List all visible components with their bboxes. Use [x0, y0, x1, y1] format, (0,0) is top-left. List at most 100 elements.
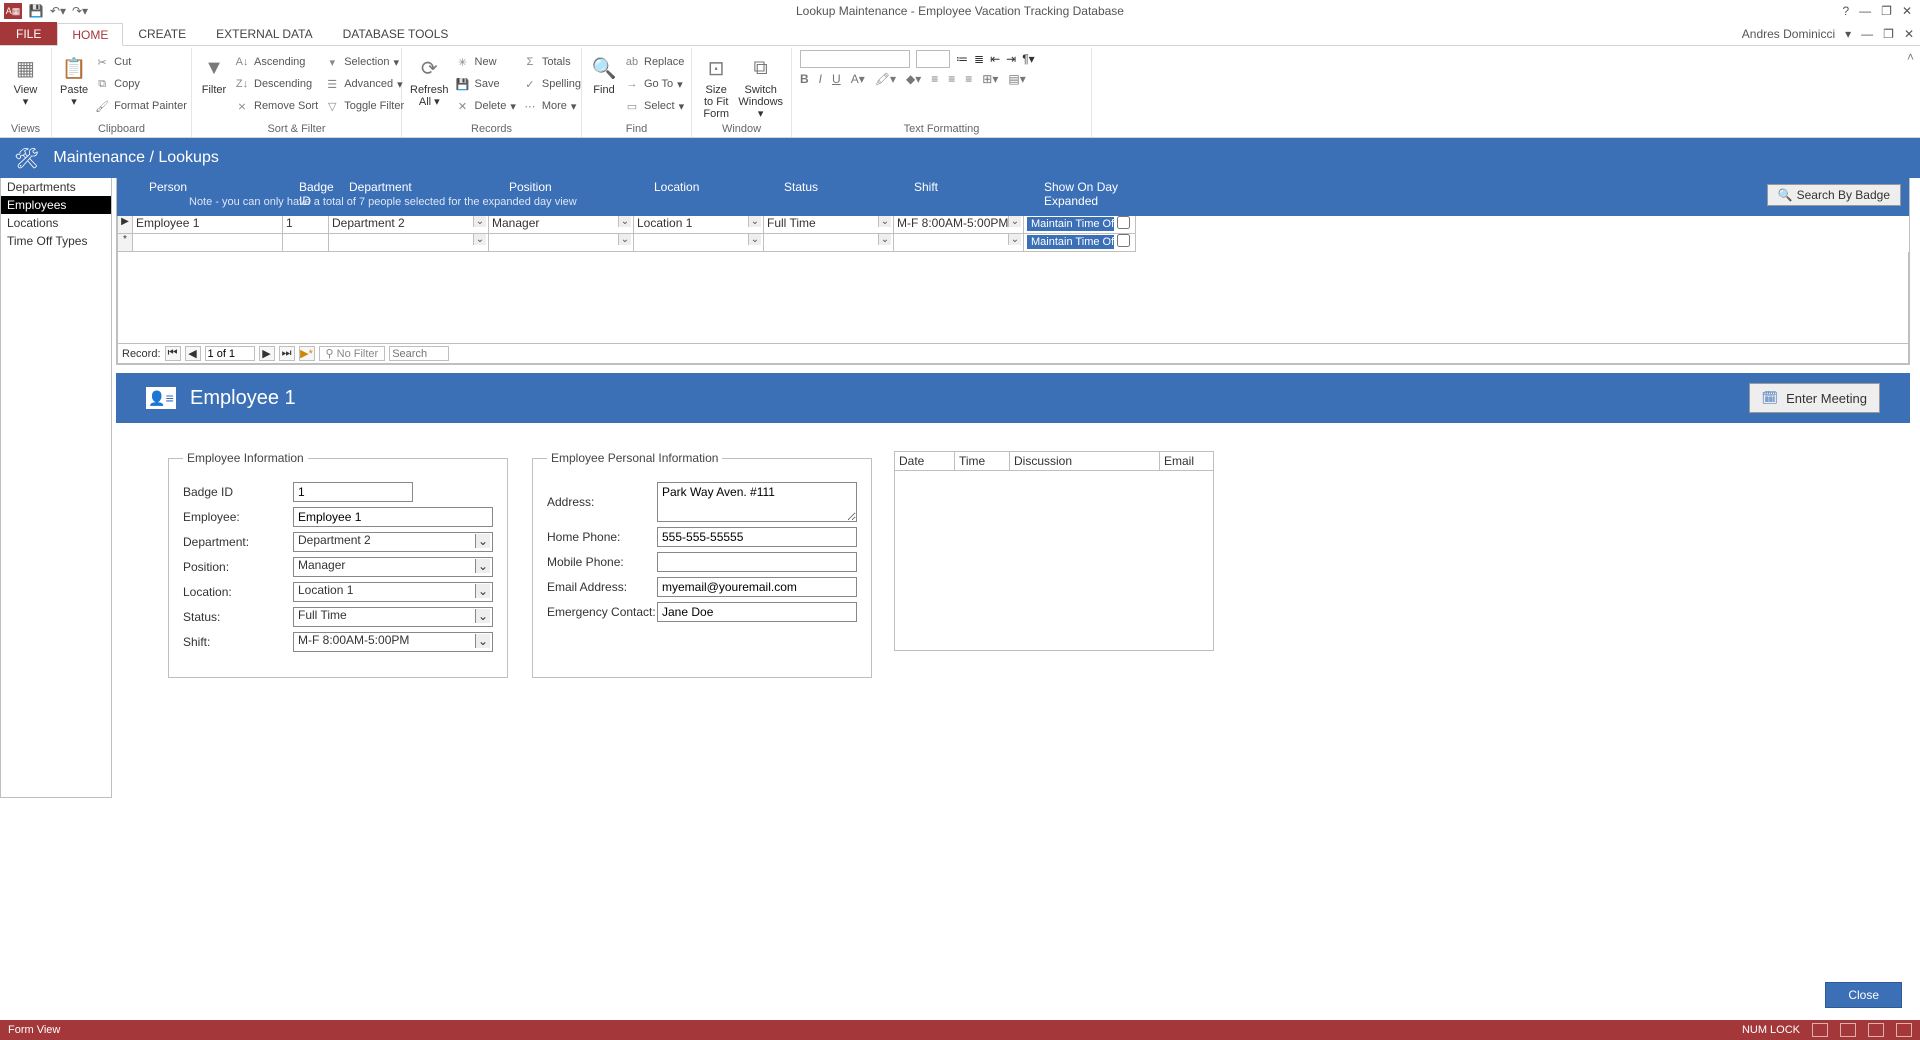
cell-badge[interactable]: 1	[283, 216, 329, 234]
selection-button[interactable]: ▾Selection ▾	[324, 52, 404, 72]
close-button[interactable]: Close	[1825, 982, 1902, 1008]
bullets-icon[interactable]: ≔	[956, 52, 968, 66]
badge-id-input[interactable]	[293, 482, 413, 502]
close-window-icon[interactable]: ✕	[1902, 4, 1912, 18]
grid-search-input[interactable]	[389, 346, 449, 361]
tab-database-tools[interactable]: DATABASE TOOLS	[328, 22, 464, 45]
paste-button[interactable]: 📋Paste▾	[60, 50, 88, 108]
fill-color-button[interactable]: ◆▾	[906, 72, 921, 86]
nav-prev-button[interactable]: ◀	[185, 346, 201, 361]
font-size-combo[interactable]	[916, 50, 950, 68]
nav-next-button[interactable]: ▶	[259, 346, 275, 361]
save-record-button[interactable]: 💾Save	[455, 74, 516, 94]
goto-button[interactable]: →Go To ▾	[624, 74, 684, 94]
filter-button[interactable]: ▼Filter	[200, 50, 228, 96]
refresh-all-button[interactable]: ⟳Refresh All ▾	[410, 50, 449, 108]
descending-button[interactable]: Z↓Descending	[234, 74, 318, 94]
tab-create[interactable]: CREATE	[123, 22, 201, 45]
sidebar-item-departments[interactable]: Departments	[1, 178, 111, 196]
tab-file[interactable]: FILE	[0, 22, 57, 45]
more-button[interactable]: ⋯More ▾	[522, 96, 581, 116]
undo-icon[interactable]: ↶▾	[50, 3, 66, 19]
help-icon[interactable]: ?	[1842, 4, 1849, 18]
outdent-icon[interactable]: ⇤	[990, 52, 1000, 66]
mdi-close-icon[interactable]: ✕	[1904, 27, 1914, 41]
cell-status[interactable]: Full Time	[764, 216, 894, 234]
highlight-button[interactable]: 🖍▾	[875, 72, 896, 86]
mdi-restore-icon[interactable]: ❐	[1883, 27, 1894, 41]
alt-row-button[interactable]: ▤▾	[1008, 72, 1025, 86]
find-button[interactable]: 🔍Find	[590, 50, 618, 96]
no-filter-label[interactable]: ⚲ No Filter	[319, 346, 386, 361]
align-left-button[interactable]: ≡	[931, 72, 938, 86]
font-family-combo[interactable]	[800, 50, 910, 68]
numbering-icon[interactable]: ≣	[974, 52, 984, 66]
size-to-fit-button[interactable]: ⊡Size to Fit Form	[700, 50, 732, 120]
toggle-filter-button[interactable]: ▽Toggle Filter	[324, 96, 404, 116]
tab-external-data[interactable]: EXTERNAL DATA	[201, 22, 327, 45]
sidebar-item-employees[interactable]: Employees	[1, 196, 111, 214]
totals-button[interactable]: ΣTotals	[522, 52, 581, 72]
form-view-icon[interactable]	[1812, 1023, 1828, 1037]
table-row-new[interactable]: * Maintain Time Off	[117, 234, 1909, 252]
ascending-button[interactable]: A↓Ascending	[234, 52, 318, 72]
cell-position[interactable]: Manager	[489, 216, 634, 234]
cell-location[interactable]: Location 1	[634, 216, 764, 234]
search-by-badge-button[interactable]: 🔍Search By Badge	[1767, 184, 1901, 206]
status-combo[interactable]: Full Time	[293, 607, 493, 627]
select-button[interactable]: ▭Select ▾	[624, 96, 684, 116]
record-position-input[interactable]	[205, 346, 255, 361]
emergency-contact-input[interactable]	[657, 602, 857, 622]
new-row-icon[interactable]: *	[117, 234, 133, 252]
row-selector-icon[interactable]: ▶	[117, 216, 133, 234]
position-combo[interactable]: Manager	[293, 557, 493, 577]
show-expanded-checkbox[interactable]	[1117, 234, 1130, 247]
cell-shift[interactable]: M-F 8:00AM-5:00PM	[894, 216, 1024, 234]
restore-icon[interactable]: ❐	[1881, 4, 1892, 18]
spelling-button[interactable]: ✓Spelling	[522, 74, 581, 94]
cell-dept[interactable]: Department 2	[329, 216, 489, 234]
enter-meeting-button[interactable]: 🗓Enter Meeting	[1749, 383, 1880, 413]
save-icon[interactable]: 💾	[28, 3, 44, 19]
maintain-time-off-button[interactable]: Maintain Time Off	[1027, 217, 1114, 231]
advanced-button[interactable]: ☰Advanced ▾	[324, 74, 404, 94]
align-center-button[interactable]: ≡	[948, 72, 955, 86]
redo-icon[interactable]: ↷▾	[72, 3, 88, 19]
meetings-grid[interactable]: Date Time Discussion Email	[894, 451, 1214, 651]
location-combo[interactable]: Location 1	[293, 582, 493, 602]
copy-button[interactable]: ⧉Copy	[94, 74, 187, 94]
delete-record-button[interactable]: ✕Delete ▾	[455, 96, 516, 116]
align-right-button[interactable]: ≡	[965, 72, 972, 86]
shift-combo[interactable]: M-F 8:00AM-5:00PM	[293, 632, 493, 652]
new-record-button[interactable]: ✳New	[455, 52, 516, 72]
home-phone-input[interactable]	[657, 527, 857, 547]
cut-button[interactable]: ✂Cut	[94, 52, 187, 72]
mobile-phone-input[interactable]	[657, 552, 857, 572]
datasheet-view-icon[interactable]	[1840, 1023, 1856, 1037]
cell-person[interactable]: Employee 1	[133, 216, 283, 234]
replace-button[interactable]: abReplace	[624, 52, 684, 72]
design-view-icon[interactable]	[1896, 1023, 1912, 1037]
tab-home[interactable]: HOME	[57, 23, 123, 46]
italic-button[interactable]: I	[819, 72, 822, 86]
user-name[interactable]: Andres Dominicci	[1742, 27, 1835, 41]
indent-icon[interactable]: ⇥	[1006, 52, 1016, 66]
format-painter-button[interactable]: 🖌Format Painter	[94, 96, 187, 116]
maintain-time-off-button[interactable]: Maintain Time Off	[1027, 235, 1114, 249]
switch-windows-button[interactable]: ⧉Switch Windows ▾	[738, 50, 783, 120]
email-input[interactable]	[657, 577, 857, 597]
department-combo[interactable]: Department 2	[293, 532, 493, 552]
bold-button[interactable]: B	[800, 72, 809, 86]
text-dir-icon[interactable]: ¶▾	[1022, 52, 1034, 66]
nav-new-button[interactable]: ▶*	[299, 346, 315, 361]
collapse-ribbon-icon[interactable]: ˄	[1907, 50, 1914, 64]
mdi-minimize-icon[interactable]: —	[1861, 27, 1873, 41]
show-expanded-checkbox[interactable]	[1117, 216, 1130, 229]
underline-button[interactable]: U	[832, 72, 841, 86]
remove-sort-button[interactable]: ⨯Remove Sort	[234, 96, 318, 116]
gridlines-button[interactable]: ⊞▾	[982, 72, 998, 86]
nav-last-button[interactable]: ⏭	[279, 346, 295, 361]
sidebar-item-locations[interactable]: Locations	[1, 214, 111, 232]
nav-first-button[interactable]: ⏮	[165, 346, 181, 361]
sidebar-item-timeoff-types[interactable]: Time Off Types	[1, 232, 111, 250]
